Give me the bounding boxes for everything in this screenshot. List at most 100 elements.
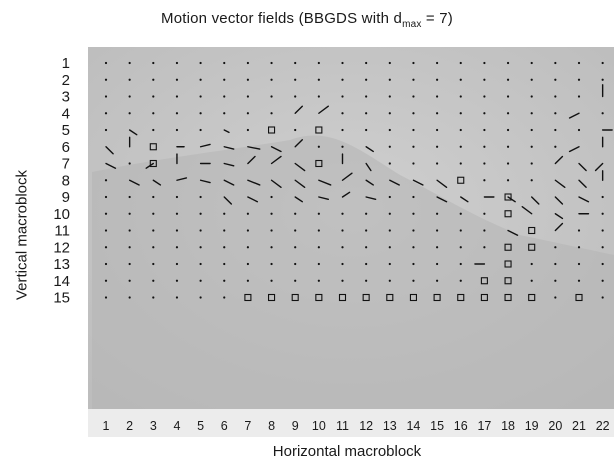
zero-vector-dot (175, 95, 179, 98)
zero-vector-dot (175, 128, 179, 132)
zero-vector-dot (601, 246, 604, 249)
motion-vector (223, 146, 235, 150)
zero-vector-dot (365, 95, 368, 98)
zero-vector-dot (530, 145, 533, 148)
zero-vector-dot (152, 195, 155, 199)
zero-vector-dot (601, 212, 604, 215)
zero-vector-dot (104, 61, 108, 65)
zero-vector-dot (175, 246, 179, 249)
zero-vector-dot (270, 279, 273, 282)
zero-vector-dot (601, 61, 604, 65)
zero-vector-dot (199, 229, 202, 232)
x-tick-label: 17 (477, 419, 491, 433)
zero-vector-dot (506, 145, 510, 148)
motion-vector (568, 112, 580, 119)
x-tick-label: 18 (501, 419, 515, 433)
block-square-marker (575, 293, 583, 302)
zero-vector-dot (175, 279, 179, 282)
zero-vector-dot (365, 78, 368, 81)
zero-vector-dot (341, 128, 344, 132)
block-square-marker (149, 159, 157, 168)
block-square-marker (409, 293, 418, 302)
zero-vector-dot (436, 128, 439, 132)
zero-vector-dot (341, 212, 344, 215)
zero-vector-dot (365, 212, 368, 215)
zero-vector-dot (175, 61, 179, 65)
y-tick-label: 14 (53, 273, 70, 290)
motion-vectors (105, 84, 613, 265)
zero-vector-dot (199, 279, 202, 282)
motion-vector (341, 172, 353, 181)
zero-vector-dot (436, 279, 439, 282)
zero-vector-dot (246, 229, 249, 232)
zero-vector-dot (317, 95, 320, 98)
zero-vector-dot (317, 279, 320, 282)
zero-vector-dot (341, 262, 344, 266)
zero-vector-dot (577, 229, 581, 232)
zero-vector-dot (412, 246, 415, 249)
zero-vector-dot (128, 78, 131, 81)
motion-vector (341, 191, 351, 198)
zero-vector-dot (223, 262, 226, 266)
zero-vector-dot (412, 78, 415, 81)
zero-vector-dot (530, 162, 533, 165)
block-square-marker (480, 277, 488, 285)
zero-vector-dot (554, 112, 557, 115)
motion-vector (294, 105, 303, 114)
zero-vector-dot (483, 162, 486, 165)
motion-vector (318, 105, 330, 114)
zero-vector-dot (294, 212, 297, 215)
zero-vector-dot (128, 296, 131, 299)
zero-vector-dot (577, 246, 581, 249)
zero-vector-dot (317, 212, 320, 215)
zero-vector-dot (270, 246, 273, 249)
zero-vector-dot (365, 61, 368, 65)
zero-vector-dot (246, 95, 249, 98)
zero-vector-dot (341, 95, 344, 98)
y-tick-label: 11 (54, 223, 70, 240)
block-square-marker (528, 226, 536, 235)
block-square-marker (504, 260, 512, 268)
zero-vector-dot (199, 212, 202, 215)
y-tick-label: 5 (62, 122, 70, 139)
zero-vector-dot (317, 145, 320, 148)
zero-vector-dot (388, 95, 391, 98)
zero-vector-dot (199, 262, 202, 266)
zero-vector-dot (506, 179, 510, 182)
zero-vector-dot (483, 229, 486, 232)
zero-vector-dot (223, 296, 226, 299)
motion-vector (152, 179, 162, 186)
motion-vector (247, 196, 259, 203)
zero-vector-dot (223, 246, 226, 249)
motion-vector (294, 139, 303, 148)
zero-vector-dot (175, 296, 179, 299)
zero-vector-dot (577, 262, 581, 266)
block-square-marker (315, 159, 323, 168)
y-tick-label: 8 (62, 172, 70, 189)
y-tick-label: 12 (53, 239, 70, 256)
zero-vector-dot (554, 128, 557, 132)
motion-vector (270, 146, 282, 153)
zero-vector-dot (459, 229, 462, 232)
zero-vector-dot (175, 78, 179, 81)
zero-vector-dot (152, 262, 155, 266)
zero-vector-dot (554, 296, 557, 299)
zero-vector-dot (246, 246, 249, 249)
zero-vector-dot (270, 61, 273, 65)
zero-vector-dot (577, 61, 581, 65)
motion-vector (460, 196, 469, 203)
x-tick-label: 20 (548, 419, 562, 433)
zero-vector-dot (388, 128, 391, 132)
zero-vector-dot (175, 262, 179, 266)
block-square-marker (504, 243, 512, 251)
zero-vector-dot (104, 95, 108, 98)
zero-vector-dot (459, 128, 462, 132)
y-tick-label: 10 (53, 206, 70, 223)
x-tick-band (88, 409, 614, 437)
zero-vector-dot (436, 61, 439, 65)
motion-vector (554, 222, 564, 232)
zero-vector-dot (223, 78, 226, 81)
zero-vector-dot (388, 246, 391, 249)
zero-vector-dot (128, 112, 131, 115)
zero-vector-dot (104, 279, 108, 282)
